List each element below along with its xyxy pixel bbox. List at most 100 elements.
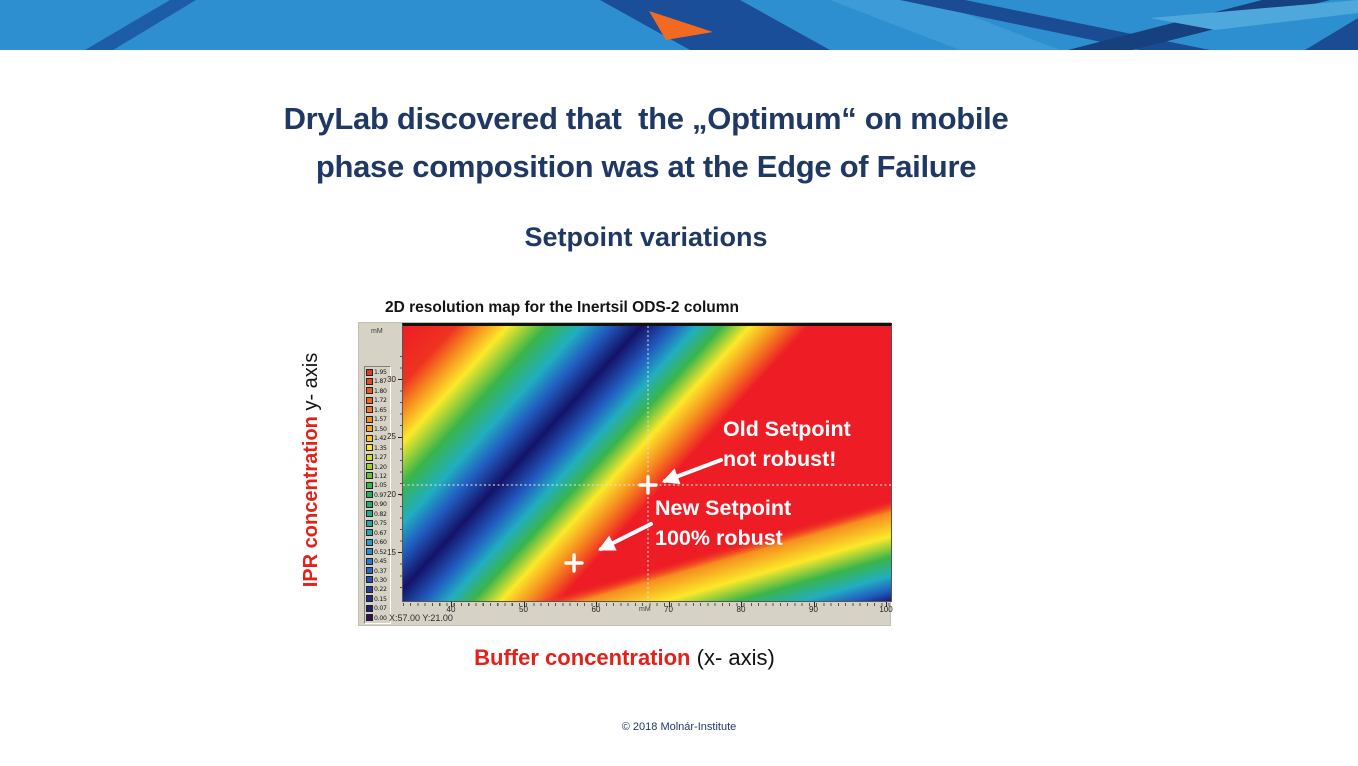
legend-entry: 0.15 [366,595,389,603]
y-tick-label: 20 [387,489,396,499]
legend-color-swatch [366,519,373,527]
annotation-new-setpoint: New Setpoint 100% robust [655,493,791,553]
y-major-tick [398,552,403,554]
legend-entry: 1.12 [366,472,389,480]
legend-value: 1.80 [374,387,387,395]
legend-value: 0.37 [374,566,387,575]
legend-value: 1.42 [374,434,387,442]
legend-color-swatch [366,434,373,442]
y-major-tick [398,494,403,496]
x-axis-caption-red: Buffer concentration [474,645,691,670]
legend-color-swatch [366,576,373,584]
legend-color-swatch [366,425,373,433]
legend-value: 1.50 [374,424,387,433]
x-major-tick [813,602,815,607]
legend-entry: 1.80 [366,387,389,395]
new-setpoint-marker [564,553,584,573]
chart-title: 2D resolution map for the Inertsil ODS-2… [385,299,739,316]
banner-orange-wedge-icon [649,11,713,40]
legend-value: 0.00 [374,613,387,622]
old-setpoint-marker [638,475,658,495]
x-major-tick [886,602,887,607]
cursor-status: X:57.00 Y:21.00 [389,613,453,623]
banner-ribbon [600,0,830,50]
old-setpoint-arrow [661,458,723,485]
legend-color-swatch [366,510,373,518]
legend-entry: 0.00 [366,614,389,622]
slide-title: DryLab discovered that the „Optimum“ on … [0,95,1292,191]
annotation-new-line2: 100% robust [655,526,783,550]
y-major-tick [398,379,403,380]
legend-value: 0.30 [374,576,387,584]
legend-value: 1.05 [374,481,387,490]
legend-color-swatch [366,595,373,603]
legend-entry: 0.75 [366,519,389,527]
legend-color-swatch [366,415,373,423]
slide-title-line2: phase composition was at the Edge of Fai… [315,149,977,184]
legend-color-swatch [366,377,373,385]
x-major-tick [523,602,525,607]
legend-value: 0.75 [374,519,387,528]
new-setpoint-arrow [597,522,653,551]
legend-color-swatch [366,463,373,471]
heatmap-corner-band [403,326,891,601]
x-tick-label: 60 [591,605,601,614]
banner-ribbon [1150,0,1358,30]
y-axis-minor-ticks [400,356,403,596]
legend-entry: 1.42 [366,434,389,442]
legend-value: 1.35 [374,443,387,452]
y-major-tick [398,436,403,438]
legend-color-swatch [366,453,373,461]
legend-entry: 0.52 [366,548,389,556]
x-major-tick [668,602,670,607]
x-tick-label: 100 [879,605,893,614]
legend-value: 1.72 [374,396,387,405]
legend-color-swatch [366,604,373,612]
legend-entry: 0.37 [366,567,389,575]
legend-value: 1.20 [374,462,387,471]
legend-value: 0.90 [374,500,387,509]
x-axis-unit: mM [639,606,651,613]
legend-color-swatch [366,567,373,575]
x-axis-caption-black: (x- axis) [696,645,775,670]
legend-value: 0.52 [374,547,387,556]
legend-value: 0.60 [374,538,387,546]
legend-color-swatch [366,406,373,414]
legend-color-swatch [366,538,373,546]
legend-entry: 0.45 [366,557,389,565]
legend-color-swatch [366,444,373,452]
header-banner [0,0,1358,50]
legend-value: 0.45 [374,557,387,565]
x-tick-label: 40 [446,605,456,614]
legend-entry: 0.97 [366,491,389,499]
copyright-footer: © 2018 Molnár-Institute [621,721,737,733]
annotation-old-line1: Old Setpoint [723,417,851,441]
legend-entry: 0.22 [366,585,389,593]
y-tick-label: 15 [387,547,396,557]
legend-value: 0.15 [374,595,387,603]
annotation-old-setpoint: Old Setpoint not robust! [723,414,851,474]
legend-entry: 1.35 [366,444,389,452]
legend-color-swatch [366,491,373,499]
colorbar-legend: 1.95 1.87 1.80 1.72 1.65 1.57 1.50 1.42 1.35 1.27… [364,366,391,624]
banner-ribbon [830,0,1060,50]
legend-entry: 1.72 [366,396,389,404]
x-axis-caption: Buffer concentration (x- axis) [358,645,891,671]
x-major-tick [741,602,742,607]
x-tick-label: 50 [519,605,528,614]
legend-color-swatch [366,585,373,593]
annotation-old-line2: not robust! [723,447,837,471]
legend-color-swatch [366,529,373,537]
legend-value: 1.27 [374,453,387,461]
banner-ribbon [1305,18,1358,50]
legend-value: 0.67 [374,528,387,537]
y-tick-label: 25 [387,432,396,442]
resolution-map-window: mM 1.95 1.87 1.80 1.72 1.65 1.57 1.50 1.42 1.35 1… [358,322,893,626]
legend-color-swatch [366,472,373,480]
legend-color-swatch [366,481,373,489]
legend-entry: 1.20 [366,463,389,471]
legend-value: 0.07 [374,604,387,613]
legend-value: 1.87 [374,377,387,386]
y-axis-caption: IPR concentration y- axis [300,335,338,605]
